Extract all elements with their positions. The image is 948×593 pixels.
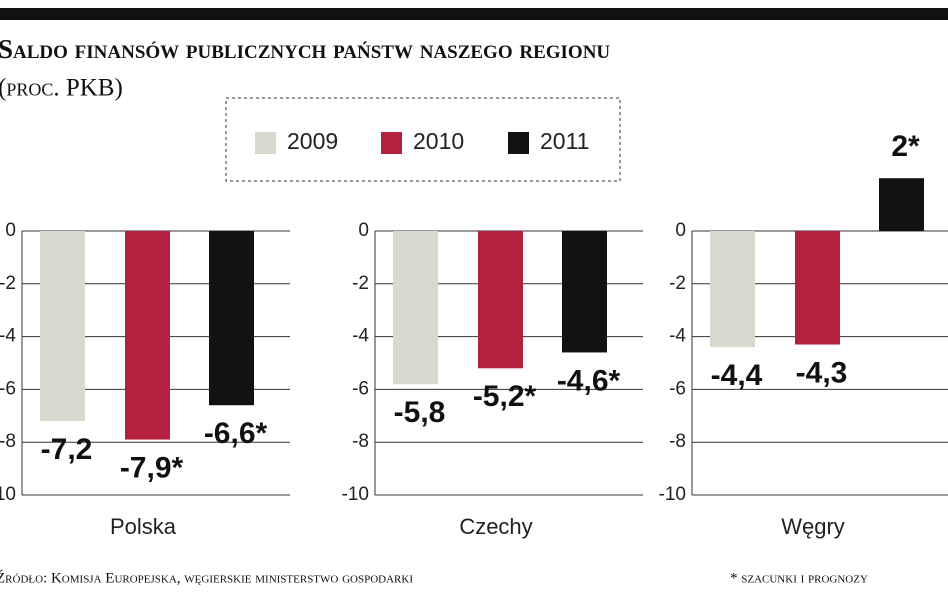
- value-label: -5,2*: [473, 380, 537, 413]
- y-tick-label: 0: [675, 220, 686, 241]
- note: * szacunki i prognozy: [730, 570, 868, 586]
- legend-swatch: [381, 132, 402, 154]
- source: Źródło: Komisja Europejska, węgierskie m…: [0, 569, 413, 586]
- bar: [40, 231, 85, 422]
- x-tick-label: Węgry: [781, 514, 845, 539]
- y-tick-label: 0: [358, 220, 369, 241]
- value-label: -4,6*: [557, 364, 621, 397]
- y-tick-label: -4: [0, 326, 16, 347]
- legend-swatch: [508, 132, 529, 154]
- y-tick-label: 0: [5, 220, 16, 241]
- value-label: -4,3: [796, 356, 848, 389]
- y-tick-label: -8: [669, 431, 686, 452]
- bar: [125, 231, 170, 440]
- y-tick-label: -2: [0, 273, 16, 294]
- value-label: -7,9*: [120, 451, 184, 484]
- bar: [562, 231, 607, 353]
- y-tick-label: -10: [659, 484, 686, 505]
- y-tick-label: -8: [0, 431, 16, 452]
- y-tick-label: -2: [669, 273, 686, 294]
- y-tick-label: -10: [342, 484, 369, 505]
- bar: [879, 178, 924, 231]
- value-label: -5,8: [394, 396, 446, 429]
- y-tick-label: -8: [352, 431, 369, 452]
- chart-title: Saldo finansów publicznych państw naszeg…: [0, 34, 610, 64]
- legend-label: 2011: [540, 128, 589, 154]
- top-bar: [0, 8, 948, 20]
- legend-box: [225, 97, 621, 182]
- y-tick-label: -6: [352, 378, 369, 399]
- value-label: -7,2: [41, 433, 93, 466]
- y-tick-label: -6: [0, 378, 16, 399]
- bar: [393, 231, 438, 385]
- x-tick-label: Polska: [110, 514, 177, 539]
- bar: [209, 231, 254, 406]
- y-tick-label: -4: [352, 326, 369, 347]
- x-tick-label: Czechy: [459, 514, 532, 539]
- legend-swatch: [255, 132, 276, 154]
- value-label: -6,6*: [204, 417, 268, 450]
- bar: [478, 231, 523, 369]
- y-tick-label: -4: [669, 326, 686, 347]
- y-tick-label: -2: [352, 273, 369, 294]
- y-tick-label: -10: [0, 484, 16, 505]
- legend-label: 2010: [413, 128, 464, 154]
- legend-label: 2009: [287, 128, 338, 154]
- value-label: -4,4: [711, 359, 763, 392]
- value-label: 2*: [891, 130, 920, 163]
- bar: [795, 231, 840, 345]
- y-tick-label: -6: [669, 378, 686, 399]
- bar: [710, 231, 755, 348]
- chart-subtitle: (proc. PKB): [0, 75, 123, 102]
